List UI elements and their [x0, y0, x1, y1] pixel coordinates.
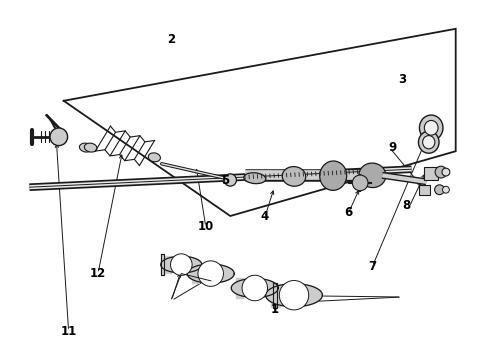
- Polygon shape: [236, 279, 243, 297]
- Ellipse shape: [319, 161, 347, 190]
- Ellipse shape: [282, 167, 306, 186]
- FancyBboxPatch shape: [419, 185, 430, 195]
- Ellipse shape: [419, 115, 443, 140]
- Text: 3: 3: [398, 73, 406, 86]
- Ellipse shape: [244, 173, 266, 184]
- Text: 9: 9: [388, 141, 396, 154]
- Text: 8: 8: [403, 199, 411, 212]
- Polygon shape: [165, 256, 171, 273]
- Ellipse shape: [84, 143, 97, 152]
- Circle shape: [279, 280, 309, 310]
- Ellipse shape: [79, 143, 92, 152]
- Ellipse shape: [423, 136, 435, 149]
- Text: 11: 11: [60, 325, 77, 338]
- Circle shape: [171, 254, 192, 275]
- Text: 6: 6: [344, 206, 352, 219]
- Ellipse shape: [148, 153, 160, 162]
- Text: 5: 5: [221, 174, 229, 186]
- Text: 4: 4: [261, 210, 269, 222]
- Polygon shape: [187, 264, 234, 283]
- Ellipse shape: [359, 163, 386, 188]
- Circle shape: [442, 186, 449, 193]
- Circle shape: [352, 175, 368, 191]
- Text: 7: 7: [368, 260, 376, 273]
- FancyBboxPatch shape: [424, 167, 438, 180]
- Text: 1: 1: [270, 303, 278, 316]
- Text: 10: 10: [197, 220, 214, 233]
- Polygon shape: [161, 254, 164, 275]
- Ellipse shape: [424, 121, 438, 135]
- Text: 12: 12: [90, 267, 106, 280]
- Circle shape: [442, 168, 450, 176]
- Circle shape: [198, 261, 223, 286]
- Polygon shape: [273, 283, 277, 308]
- Ellipse shape: [418, 131, 439, 153]
- Circle shape: [435, 166, 447, 178]
- Text: 2: 2: [168, 33, 175, 46]
- Polygon shape: [192, 264, 199, 283]
- Polygon shape: [161, 256, 202, 273]
- Circle shape: [50, 128, 68, 145]
- Polygon shape: [266, 284, 322, 307]
- Ellipse shape: [224, 174, 237, 186]
- Polygon shape: [231, 279, 278, 297]
- Polygon shape: [271, 284, 280, 307]
- Circle shape: [435, 185, 444, 195]
- Circle shape: [242, 275, 268, 301]
